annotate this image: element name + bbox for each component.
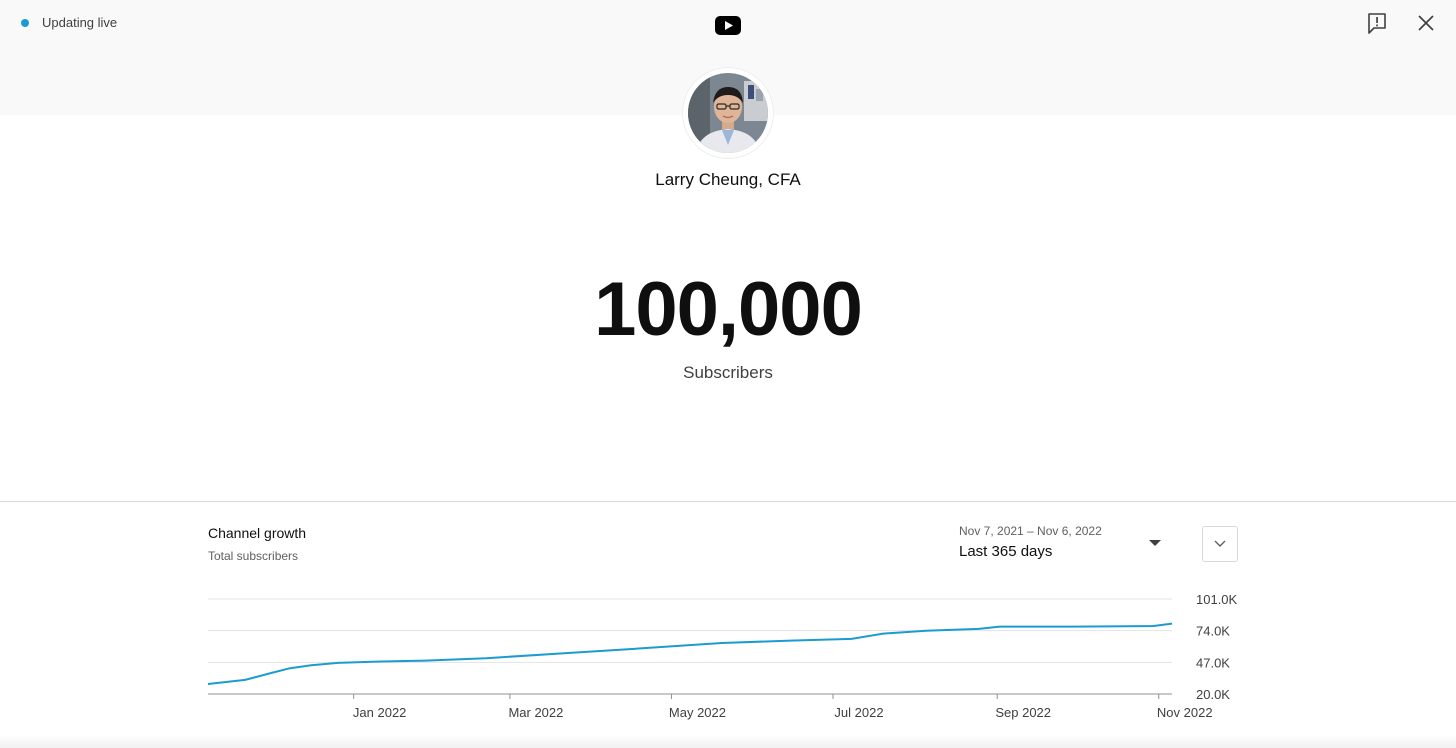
y-tick-label: 101.0K [1196,592,1238,607]
date-range-text[interactable]: Nov 7, 2021 – Nov 6, 2022 [959,524,1102,538]
chevron-down-icon [1214,540,1226,547]
x-tick-label: Jan 2022 [353,705,407,720]
y-tick-label: 20.0K [1196,687,1230,702]
chart-grid [208,598,1172,695]
x-tick-label: Nov 2022 [1157,705,1213,720]
series-line [207,622,1173,685]
y-tick-label: 47.0K [1196,655,1230,670]
subscriber-label: Subscribers [683,363,773,382]
expand-chart-button[interactable] [1202,526,1238,562]
growth-title: Channel growth [208,525,307,541]
channel-name: Larry Cheung, CFA [655,170,801,189]
y-axis-ticks: 20.0K 47.0K 74.0K 101.0K [1196,592,1238,702]
channel-avatar [683,68,773,158]
youtube-logo-icon[interactable] [715,16,741,35]
y-tick-label: 74.0K [1196,624,1230,639]
subscriber-count: 100,000 [594,267,863,352]
live-label: Updating live [42,15,118,30]
date-range-select[interactable]: Last 365 days [959,543,1053,560]
caret-down-icon[interactable] [1149,540,1161,546]
x-tick-label: Mar 2022 [508,705,563,720]
growth-chart: 20.0K 47.0K 74.0K 101.0K Jan 2022 Mar 2022 Ma… [207,592,1238,720]
close-icon[interactable] [1415,12,1437,34]
growth-subtitle: Total subscribers [208,549,299,563]
bottom-fade [0,735,1456,748]
x-tick-label: Jul 2022 [834,705,883,720]
x-axis-ticks: Jan 2022 Mar 2022 May 2022 Jul 2022 Sep 2022… [353,694,1213,720]
section-divider [0,501,1456,502]
live-dot-icon [21,18,29,27]
x-tick-label: May 2022 [669,705,726,720]
report-flag-icon[interactable] [1366,12,1388,36]
live-indicator: Updating live [21,15,117,30]
x-tick-label: Sep 2022 [995,705,1051,720]
